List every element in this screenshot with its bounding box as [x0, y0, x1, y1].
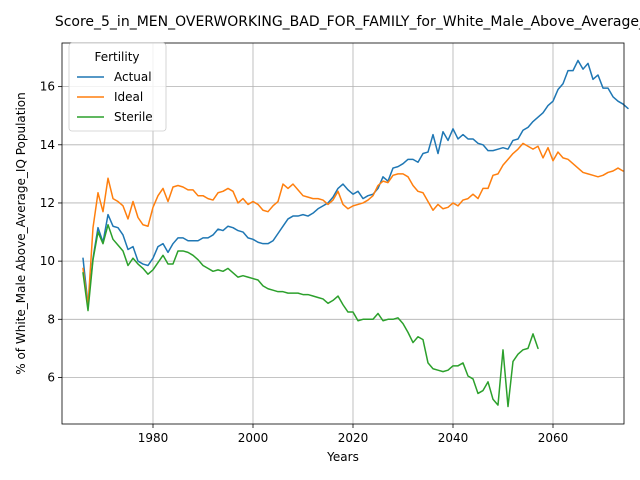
y-tick-label: 12	[40, 196, 55, 210]
x-tick-label: 2040	[438, 431, 469, 445]
series-line-actual	[82, 59, 629, 306]
legend-label-actual: Actual	[114, 70, 152, 84]
series-group	[82, 59, 629, 408]
series-line-sterile	[82, 224, 539, 408]
y-tick-label: 10	[40, 254, 55, 268]
y-tick-label: 14	[40, 138, 55, 152]
y-axis-label: % of White_Male Above_Average_IQ Populat…	[14, 92, 28, 375]
x-tick-label: 2060	[538, 431, 569, 445]
plot-frame	[61, 42, 625, 425]
x-tick-label: 1980	[138, 431, 169, 445]
y-tick-label: 16	[40, 80, 55, 94]
y-tick-label: 8	[47, 312, 55, 326]
series-line-ideal	[82, 142, 624, 307]
y-tick-label: 6	[47, 370, 55, 384]
chart-title: Score_5_in_MEN_OVERWORKING_BAD_FOR_FAMIL…	[55, 14, 640, 30]
legend-title: Fertility	[94, 50, 139, 64]
y-axis: 6 8 10 12 14 16	[40, 80, 62, 384]
x-axis: 1980 2000 2020 2040 2060	[138, 424, 569, 445]
x-axis-label: Years	[326, 450, 359, 464]
legend: Fertility Actual Ideal Sterile	[68, 42, 167, 132]
legend-label-ideal: Ideal	[114, 90, 143, 104]
legend-frame	[68, 42, 167, 132]
x-tick-label: 2000	[238, 431, 269, 445]
x-tick-label: 2020	[338, 431, 369, 445]
legend-label-sterile: Sterile	[114, 110, 153, 124]
